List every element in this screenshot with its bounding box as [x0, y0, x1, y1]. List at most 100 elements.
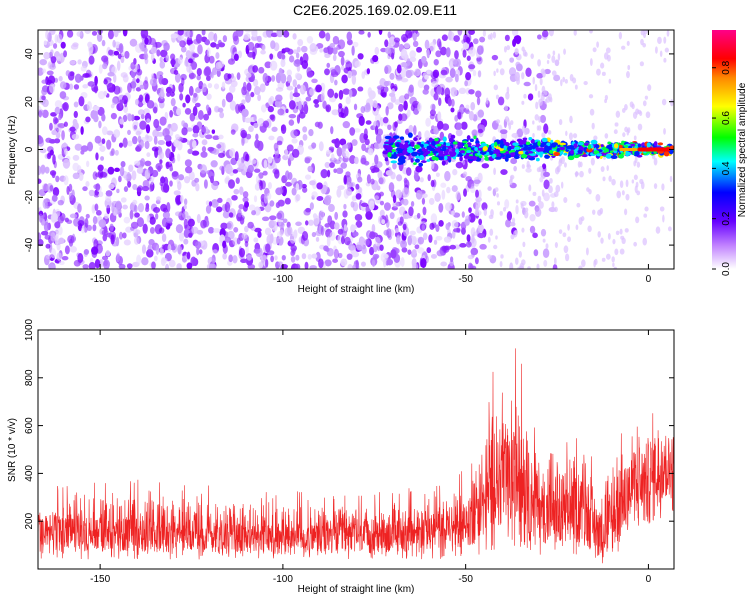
spectrogram-speckle: [286, 74, 292, 84]
spectrogram-speckle: [305, 220, 309, 226]
spectrogram-speckle: [206, 47, 211, 57]
spectrogram-speckle: [579, 170, 584, 178]
spectrogram-speckle: [560, 181, 564, 189]
spectrogram-speckle: [379, 200, 385, 206]
spectrogram-speckle: [409, 230, 416, 236]
spectrogram-speckle: [543, 179, 550, 190]
spectrogram-speckle: [437, 125, 442, 131]
colorbar-tick-label: 0.2: [721, 211, 732, 225]
spectrogram-speckle: [69, 83, 74, 90]
spectrogram-speckle: [433, 58, 439, 66]
spectrogram-speckle: [170, 122, 178, 132]
spectrogram-signal-blob: [525, 141, 531, 146]
spectrogram-speckle: [134, 160, 141, 166]
spectrogram-speckle: [536, 125, 540, 131]
spectrogram-speckle: [170, 33, 179, 39]
spectrogram-speckle: [430, 179, 435, 188]
spectrogram-speckle: [241, 108, 249, 118]
spectrogram-speckle: [427, 174, 431, 182]
spectrogram-speckle: [450, 87, 458, 97]
spectrogram-speckle: [169, 180, 173, 187]
spectrogram-speckle: [241, 137, 245, 146]
spectrogram-speckle: [606, 54, 611, 62]
spectrogram-speckle: [477, 224, 484, 233]
spectrogram-speckle: [537, 59, 541, 67]
spectrogram-speckle: [133, 236, 140, 245]
colorbar: 0.00.20.40.60.8 Normalized spectral ampl…: [712, 30, 748, 276]
spectrogram-speckle: [372, 54, 379, 63]
spectrogram-speckle: [301, 45, 308, 53]
spectrogram-speckle: [95, 152, 99, 161]
spectrogram-speckle: [108, 49, 114, 56]
spectrogram-signal-blob: [571, 147, 576, 150]
spectrogram-speckle: [422, 232, 428, 241]
spectrogram-speckle: [184, 159, 192, 167]
spectrogram-speckle: [135, 78, 140, 84]
spectrogram-speckle: [438, 97, 442, 107]
spectrogram-speckle: [440, 46, 447, 56]
spectrogram-speckle: [429, 41, 436, 52]
spectrogram-x-ticks: -150 -100 -50 0: [90, 30, 652, 285]
spectrogram-speckle: [499, 210, 503, 216]
spectrogram-speckle: [59, 81, 67, 90]
spectrogram-speckle: [109, 223, 114, 232]
spectrogram-speckle: [608, 175, 612, 182]
spectrogram-speckle: [269, 95, 275, 105]
spectrogram-speckle: [239, 216, 245, 225]
spectrogram-speckle: [395, 74, 403, 80]
spectrogram-speckle: [55, 175, 60, 183]
spectrogram-signal-blob: [384, 157, 389, 162]
spectrogram-speckle: [398, 103, 404, 112]
spectrogram-speckle: [328, 203, 335, 213]
spectrogram-speckle: [307, 165, 313, 173]
spectrogram-speckle: [403, 213, 410, 220]
spectrogram-signal-blob: [434, 137, 439, 142]
spectrogram-signal-blob: [448, 137, 454, 143]
spectrogram-speckle: [180, 194, 184, 204]
spectrogram-speckle: [140, 158, 146, 167]
spectrogram-signal-blob: [596, 153, 603, 157]
spectrogram-speckle: [179, 40, 186, 48]
spectrogram-speckle: [69, 213, 78, 219]
spectrogram-signal-blob: [559, 142, 567, 146]
spectrogram-speckle: [46, 70, 54, 76]
spectrogram-speckle: [532, 120, 535, 125]
spectrogram-speckle: [360, 202, 369, 207]
spectrogram-signal-blob: [451, 147, 455, 152]
spectrogram-speckle: [73, 101, 79, 108]
spectrogram-speckle: [495, 94, 500, 100]
spectrogram-speckle: [120, 197, 127, 203]
spectrogram-speckle: [166, 217, 173, 224]
spectrogram-speckle: [318, 30, 326, 39]
snr-y-tick-label: 600: [24, 417, 35, 434]
spectrogram-speckle: [487, 236, 491, 243]
spectrogram-speckle: [450, 107, 455, 113]
spectrogram-speckle: [151, 146, 159, 152]
spectrogram-speckle: [80, 126, 84, 135]
spectrogram-speckle: [491, 54, 499, 61]
spectrogram-speckle: [403, 177, 408, 184]
spectrogram-signal-blob: [449, 151, 457, 156]
spectrogram-speckle: [208, 226, 215, 234]
spectrogram-speckle: [57, 199, 64, 206]
spectrogram-speckle: [406, 58, 411, 67]
spectrogram-speckle: [63, 50, 68, 58]
spectrogram-speckle: [312, 213, 318, 219]
spectrogram-signal-blob: [467, 155, 475, 160]
spectrogram-speckle: [246, 254, 252, 261]
spectrogram-speckle: [424, 130, 431, 140]
spectrogram-speckle: [414, 244, 420, 250]
spectrogram-speckle: [475, 204, 479, 214]
spectrogram-speckle: [478, 189, 482, 200]
spectrogram-speckle: [38, 110, 43, 118]
spectrogram-speckle: [343, 174, 347, 185]
spectrogram-signal-blob: [605, 153, 612, 159]
spectrogram-speckle: [315, 236, 320, 242]
spectrogram-speckle: [290, 244, 297, 252]
spectrogram-speckle: [346, 31, 353, 42]
spectrogram-speckle: [360, 106, 366, 114]
spectrogram-speckle: [201, 126, 207, 134]
spectrogram-speckle: [405, 30, 413, 39]
spectrogram-speckle: [242, 196, 249, 203]
spectrogram-speckle: [253, 86, 261, 96]
